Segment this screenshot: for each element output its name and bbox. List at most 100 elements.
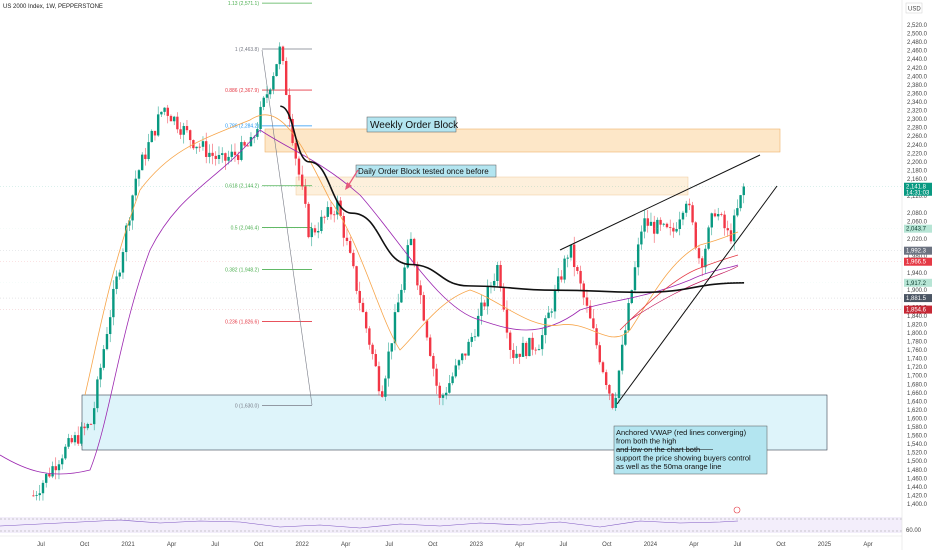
price-badge-label: 1,917.2 [906,281,927,287]
candle [476,308,480,338]
price-tick-label: 2,360.0 [907,91,928,97]
candle [550,308,553,318]
candle [518,353,521,364]
candle [556,267,560,293]
candle [185,120,189,133]
time-tick-label: Jul [385,542,393,548]
time-tick-label: Oct [602,542,612,548]
candle [233,143,237,162]
fib-level-label: 0 (1,630.0) [235,403,260,409]
candle [537,344,541,351]
candle [380,385,384,398]
time-tick-label: 2021 [121,542,135,548]
candle [320,210,323,234]
candle [265,85,269,104]
time-tick-label: Jul [37,542,45,548]
time-tick-label: 2023 [470,542,484,548]
price-tick-label: 2,180.0 [907,168,928,174]
price-ticks: 2,520.0 2,500.0 2,480.0 2,460.0 2,440.0 2,420… [907,23,928,508]
candle [387,342,390,387]
price-tick-label: 2,300.0 [907,117,928,123]
price-badges: 2,141.814:31:03 2,043.7 1,992.3 1,966.5 1,91… [0,182,932,314]
candle [684,200,688,217]
candle [668,219,672,236]
candle [428,334,432,357]
candle [355,265,358,295]
candle [492,273,496,291]
candle [115,270,118,295]
price-tick-label: 2,440.0 [907,57,928,63]
vwap-note-line-2: from both the high [616,437,676,446]
price-tick-label: 1,620.0 [907,408,928,414]
candle [313,224,317,236]
candle [496,261,499,287]
candle [249,132,253,147]
candle [297,156,301,181]
candle [601,360,605,374]
candle [467,338,470,356]
upper-trendline[interactable] [559,154,761,251]
price-tick-label: 1,580.0 [907,425,928,431]
price-tick-label: 2,260.0 [907,134,928,140]
candle [44,473,48,488]
candle [156,106,160,137]
price-tick-label: 1,520.0 [907,451,928,457]
daily-order-block-label[interactable]: Daily Order Block tested once before [355,164,497,178]
candle [547,306,550,319]
candle [73,431,77,446]
candle [316,222,320,239]
candle [326,201,329,221]
price-badge-label: 1,881.5 [906,296,927,302]
candle [377,361,381,396]
candle [604,369,608,390]
candle [163,107,166,116]
vwap-note-box[interactable]: Anchored VWAP (red lines converging) fro… [613,425,768,475]
price-tick-label: 1,980.0 [907,254,928,260]
candle [99,363,102,388]
weekly-order-block-label[interactable]: Weekly Order Block [366,116,459,133]
price-tick-label: 1,740.0 [907,357,928,363]
moving-average-purple [0,129,739,475]
price-tick-label: 1,420.0 [907,493,928,499]
candle [64,444,67,461]
candle [208,144,211,164]
price-tick-label: 2,200.0 [907,160,928,166]
candle [166,104,169,124]
candle [195,146,198,154]
candle [243,140,246,148]
time-tick-label: Oct [428,542,438,548]
candle [438,382,441,405]
alert-icon [733,506,741,514]
candle [182,122,185,144]
candle [310,222,313,247]
candle [688,198,691,211]
candle [585,289,589,313]
candle [336,195,339,220]
candle [448,374,451,394]
candle [649,212,653,226]
price-tick-label: 1,540.0 [907,442,928,448]
price-tick-label: 1,640.0 [907,399,928,405]
candle [214,151,217,166]
time-axis[interactable]: Jul Oct 2021 Apr Jul Oct 2022 Apr Jul Oct 2023 Apr J… [0,535,902,548]
candle [300,165,304,190]
candle [588,300,592,319]
weekly-order-block-zone [264,128,781,153]
candle [636,237,640,276]
candle [268,87,272,99]
candle [528,337,531,357]
price-badge-label: 1,992.3 [906,249,927,255]
candle [147,133,150,162]
candle [412,237,416,268]
price-tick-label: 2,060.0 [907,220,928,226]
time-tick-label: Oct [776,542,786,548]
time-tick-label: Oct [254,542,264,548]
price-tick-label: 2,500.0 [907,32,928,38]
candle [560,270,563,283]
price-tick-label: 2,480.0 [907,40,928,46]
lower-trendline[interactable] [616,185,778,405]
candle [160,111,163,118]
time-tick-label: Apr [689,542,698,548]
